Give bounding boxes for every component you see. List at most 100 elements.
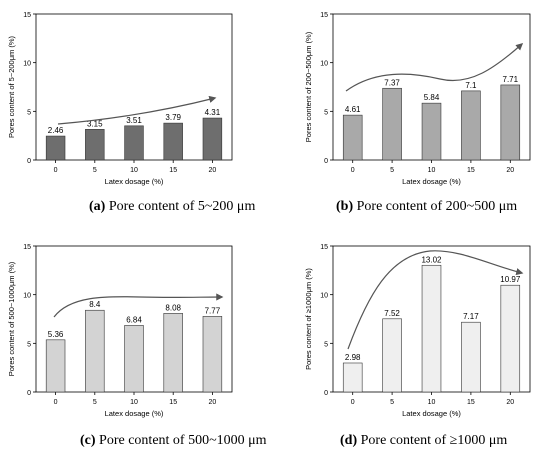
y-axis-label-c: Pores content of 500~1000μm (%) bbox=[7, 261, 16, 376]
x-tick-label-d: 15 bbox=[467, 399, 475, 406]
data-label-b: 4.61 bbox=[345, 105, 361, 114]
x-tick-label-b: 5 bbox=[390, 167, 394, 174]
y-tick-label-a: 5 bbox=[27, 109, 31, 116]
y-tick-label-b: 0 bbox=[324, 158, 328, 165]
caption-b: (b) Pore content of 200~500 μm bbox=[336, 199, 517, 215]
x-tick-label-d: 20 bbox=[506, 399, 514, 406]
x-axis-label-c: Latex dosage (%) bbox=[105, 409, 164, 418]
y-tick-label-c: 0 bbox=[27, 390, 31, 397]
x-tick-label-c: 15 bbox=[169, 399, 177, 406]
y-tick-label-a: 10 bbox=[23, 61, 31, 68]
trend-arrow-c bbox=[53, 293, 224, 318]
caption-d: (d) Pore content of ≥1000 μm bbox=[340, 433, 507, 449]
x-tick-label-a: 15 bbox=[169, 167, 177, 174]
bar-a bbox=[85, 129, 105, 161]
y-tick-label-b: 5 bbox=[324, 109, 328, 116]
caption-a-text: Pore content of 5~200 μm bbox=[108, 199, 256, 214]
x-tick-label-a: 0 bbox=[54, 167, 58, 174]
bar-b bbox=[421, 102, 442, 161]
y-tick-label-b: 15 bbox=[320, 12, 328, 19]
data-label-c: 6.84 bbox=[126, 315, 142, 324]
data-label-c: 8.4 bbox=[89, 300, 101, 309]
data-label-a: 3.15 bbox=[87, 119, 103, 128]
data-label-a: 3.51 bbox=[126, 116, 142, 125]
y-tick-label-a: 0 bbox=[27, 158, 31, 165]
caption-a: (a) Pore content of 5~200 μm bbox=[89, 199, 255, 215]
x-tick-label-c: 5 bbox=[93, 399, 97, 406]
bar-b bbox=[461, 90, 481, 161]
y-tick-label-d: 10 bbox=[320, 293, 328, 300]
data-label-d: 2.98 bbox=[345, 353, 361, 362]
y-tick-label-c: 10 bbox=[23, 293, 31, 300]
x-tick-label-d: 5 bbox=[390, 399, 394, 406]
caption-c-id: (c) bbox=[80, 433, 96, 448]
x-tick-label-b: 20 bbox=[506, 167, 514, 174]
bar-b bbox=[500, 84, 521, 161]
trend-arrow-b bbox=[345, 43, 524, 92]
data-label-a: 4.31 bbox=[205, 108, 221, 117]
data-label-a: 3.79 bbox=[165, 113, 181, 122]
x-tick-label-a: 20 bbox=[209, 167, 217, 174]
caption-b-text: Pore content of 200~500 μm bbox=[356, 199, 518, 214]
bar-a bbox=[202, 117, 223, 161]
x-axis-label-b: Latex dosage (%) bbox=[402, 177, 461, 186]
bar-b bbox=[342, 114, 363, 161]
y-tick-label-d: 15 bbox=[320, 244, 328, 251]
bar-d bbox=[382, 318, 402, 393]
data-label-d: 7.17 bbox=[463, 312, 479, 321]
data-label-d: 7.52 bbox=[384, 309, 400, 318]
data-label-c: 8.08 bbox=[165, 303, 181, 312]
x-tick-label-b: 0 bbox=[351, 167, 355, 174]
y-axis-label-d: Pores content of ≥1000μm (%) bbox=[304, 268, 313, 370]
x-axis-label-a: Latex dosage (%) bbox=[105, 177, 164, 186]
data-label-c: 7.77 bbox=[205, 306, 221, 315]
y-tick-label-a: 15 bbox=[23, 12, 31, 19]
x-tick-label-d: 0 bbox=[351, 399, 355, 406]
y-tick-label-b: 10 bbox=[320, 61, 328, 68]
bar-b bbox=[382, 87, 402, 161]
bar-c bbox=[124, 325, 144, 393]
bar-d bbox=[461, 321, 481, 393]
trend-arrow-d bbox=[347, 250, 524, 350]
bar-c bbox=[163, 313, 183, 393]
x-axis-label-d: Latex dosage (%) bbox=[402, 409, 461, 418]
caption-d-id: (d) bbox=[340, 433, 358, 448]
x-tick-label-b: 10 bbox=[428, 167, 436, 174]
data-label-b: 7.1 bbox=[465, 81, 477, 90]
x-tick-label-a: 10 bbox=[130, 167, 138, 174]
bar-d bbox=[421, 264, 442, 393]
bar-d bbox=[342, 362, 363, 393]
bar-a bbox=[163, 122, 183, 161]
data-label-d: 10.97 bbox=[500, 275, 521, 284]
x-tick-label-d: 10 bbox=[428, 399, 436, 406]
caption-a-id: (a) bbox=[89, 199, 106, 214]
x-tick-label-b: 15 bbox=[467, 167, 475, 174]
x-tick-label-a: 5 bbox=[93, 167, 97, 174]
bar-c bbox=[202, 316, 223, 393]
data-label-d: 13.02 bbox=[421, 255, 442, 264]
bar-a bbox=[45, 135, 66, 161]
data-label-b: 5.84 bbox=[424, 93, 440, 102]
data-label-b: 7.71 bbox=[503, 75, 519, 84]
y-axis-label-b: Pores content of 200~500μm (%) bbox=[304, 31, 313, 142]
bar-c bbox=[85, 309, 105, 393]
data-label-a: 2.46 bbox=[48, 126, 64, 135]
trend-arrow-a bbox=[57, 95, 217, 125]
caption-d-text: Pore content of ≥1000 μm bbox=[360, 433, 508, 448]
bar-a bbox=[124, 125, 144, 161]
bar-c bbox=[45, 339, 66, 393]
bar-d bbox=[500, 284, 521, 393]
y-axis-label-a: Pores content of 5~200μm (%) bbox=[7, 35, 16, 138]
data-label-c: 5.36 bbox=[48, 330, 64, 339]
x-tick-label-c: 20 bbox=[209, 399, 217, 406]
x-tick-label-c: 10 bbox=[130, 399, 138, 406]
y-tick-label-c: 15 bbox=[23, 244, 31, 251]
y-tick-label-d: 0 bbox=[324, 390, 328, 397]
y-tick-label-c: 5 bbox=[27, 341, 31, 348]
y-tick-label-d: 5 bbox=[324, 341, 328, 348]
caption-c-text: Pore content of 500~1000 μm bbox=[99, 433, 267, 448]
caption-b-id: (b) bbox=[336, 199, 354, 214]
data-label-b: 7.37 bbox=[384, 78, 400, 87]
caption-c: (c) Pore content of 500~1000 μm bbox=[80, 433, 267, 449]
